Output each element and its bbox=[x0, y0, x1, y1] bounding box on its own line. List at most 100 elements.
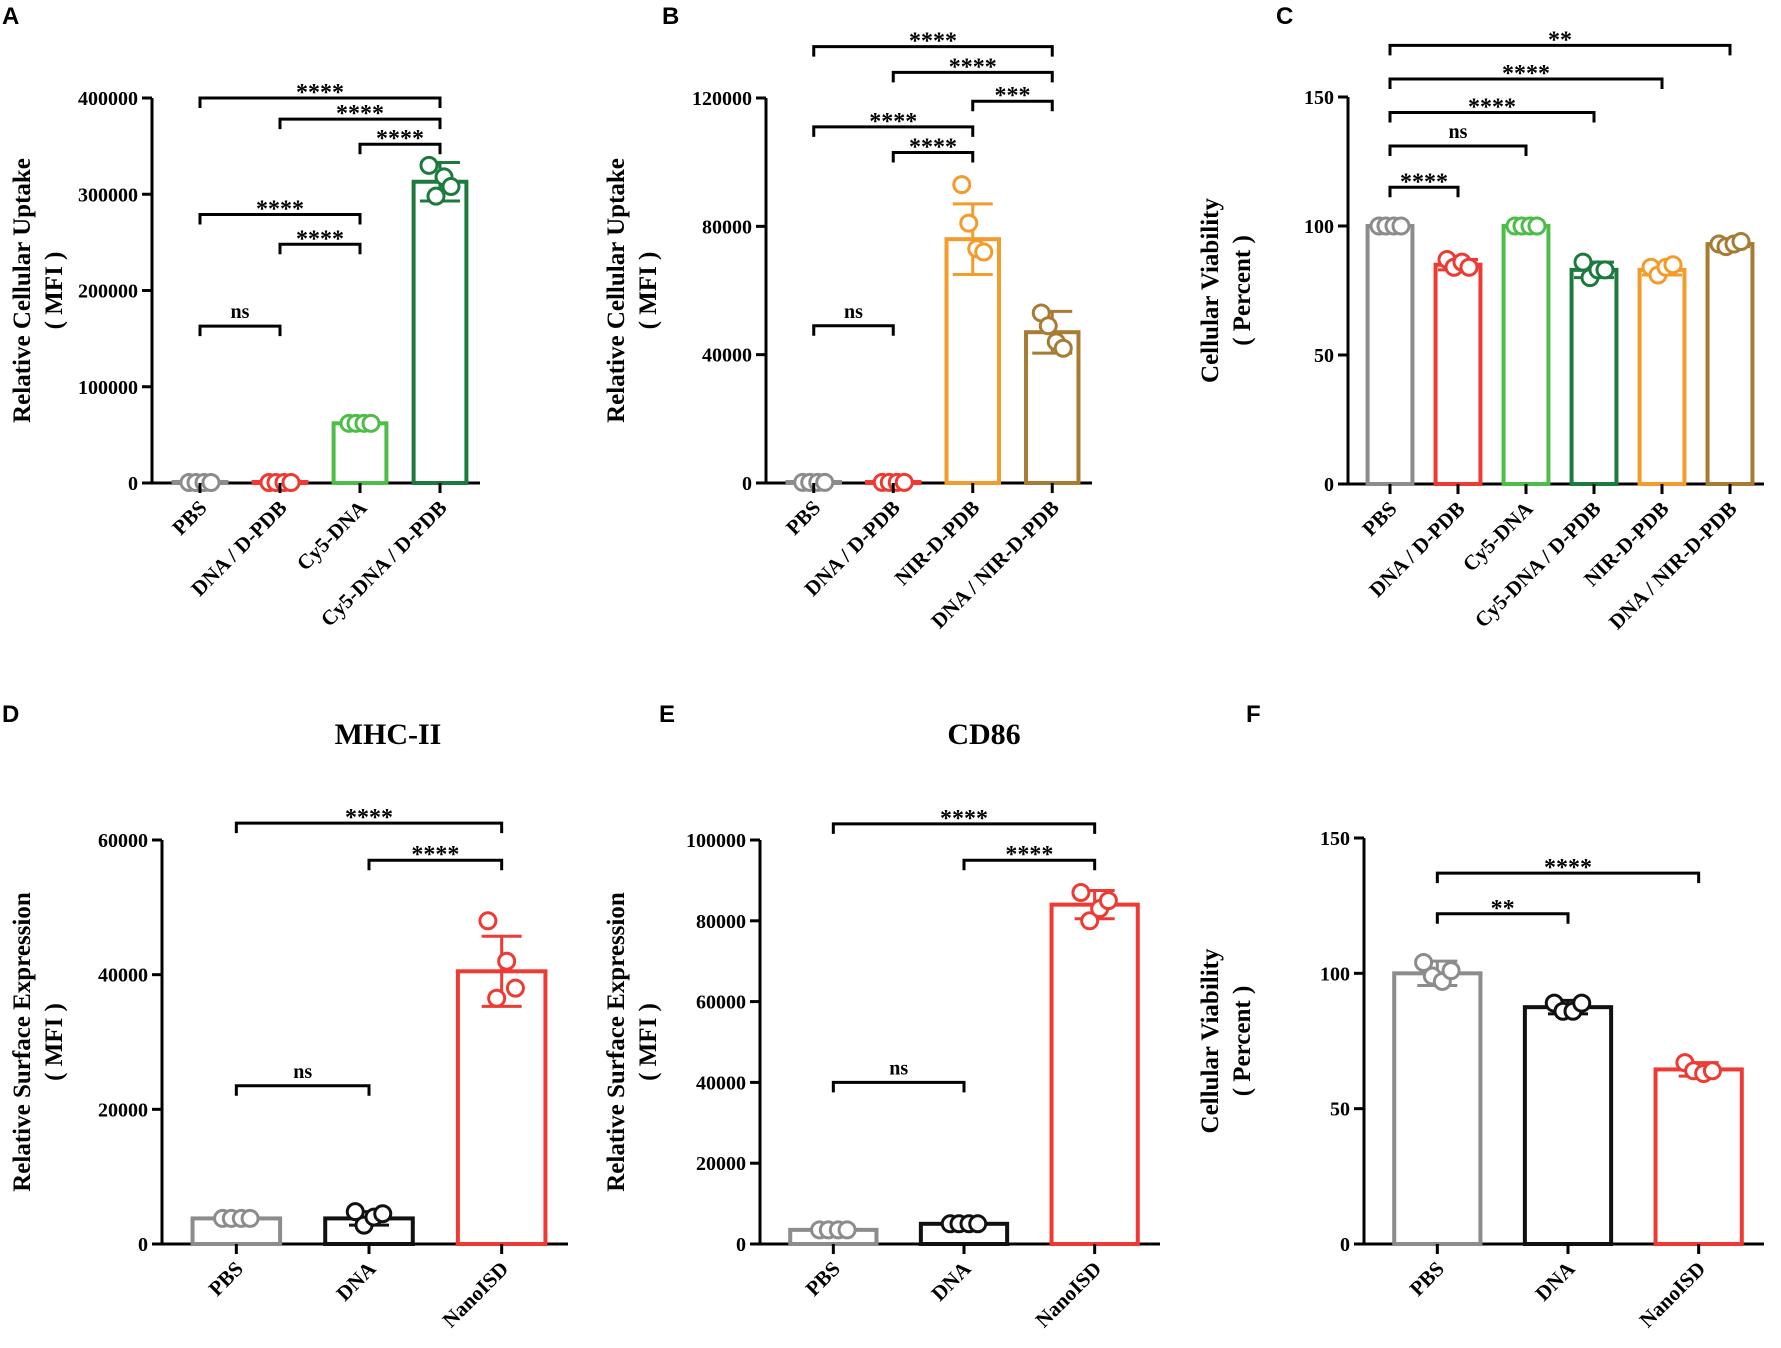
panel-f-y-tick-label: 50 bbox=[1330, 1099, 1350, 1121]
panel-b-significance-label: **** bbox=[949, 54, 997, 80]
panel-b-data-point bbox=[815, 472, 835, 492]
panel-f-y-axis-unit: ( Percent ) bbox=[1229, 986, 1256, 1097]
panel-e-significance-bracket: **** bbox=[831, 806, 1097, 834]
panel-b-data-point bbox=[974, 242, 994, 262]
panel-b-data-point bbox=[1053, 338, 1073, 358]
panel-d: D MHC-II 0 20000 40000 60000 Relative Surfac… bbox=[0, 674, 594, 1348]
panel-f-data-point bbox=[1414, 953, 1434, 973]
panel-c-data-point bbox=[1731, 231, 1751, 251]
panel-e-y-tick-label: 80000 bbox=[696, 911, 746, 933]
panel-c-y-tick-label: 0 bbox=[1324, 474, 1334, 496]
panel-d-significance-bracket: ns bbox=[234, 1061, 371, 1096]
panel-d-y-tick-label: 0 bbox=[138, 1234, 148, 1256]
panel-e-data-point bbox=[837, 1220, 857, 1240]
panel-a-y-tick-label: 100000 bbox=[78, 377, 138, 399]
panel-e-bracket-line bbox=[962, 858, 1097, 871]
panel-d-data-point bbox=[478, 911, 498, 931]
panel-c-category-label: PBS bbox=[1357, 497, 1401, 541]
panel-e-significance-bracket: **** bbox=[962, 842, 1097, 871]
panel-c-significance-bracket: **** bbox=[1388, 169, 1460, 198]
panel-b-y-axis-title: Relative Cellular Uptake bbox=[603, 158, 630, 423]
panel-b: B 0 40000 80000 120000 Relative Cellular Upt… bbox=[594, 0, 1188, 674]
panel-b-data-point bbox=[894, 472, 914, 492]
panel-d-bracket-line bbox=[234, 1084, 371, 1096]
panel-e-bracket-line bbox=[831, 1080, 966, 1093]
panel-d-title: MHC-II bbox=[335, 718, 442, 751]
panel-f-data-point bbox=[1441, 961, 1461, 981]
panel-d-y-tick-label: 20000 bbox=[98, 1099, 148, 1121]
panel-a-significance-label: ns bbox=[231, 301, 250, 323]
panel-e-y-axis-unit: ( MFI ) bbox=[635, 1003, 662, 1081]
panel-c-bar bbox=[1637, 267, 1687, 486]
panel-e-letter: E bbox=[659, 701, 675, 728]
panel-d-significance-bracket: **** bbox=[367, 842, 504, 871]
panel-b-significance-label: **** bbox=[909, 135, 957, 161]
panel-a-data-point bbox=[426, 186, 446, 206]
panel-c-y-tick-label: 50 bbox=[1314, 345, 1334, 367]
panel-c-significance-label: **** bbox=[1468, 94, 1516, 120]
panel-a-category-label: Cy5-DNA bbox=[292, 495, 372, 575]
panel-b-significance-label: ns bbox=[844, 301, 863, 323]
panel-f-bar bbox=[1653, 1067, 1744, 1247]
panel-e-bracket-line bbox=[831, 822, 1097, 834]
panel-a-significance-bracket: **** bbox=[358, 126, 442, 155]
panel-c-significance-bracket: ns bbox=[1388, 121, 1528, 157]
panel-d-significance-label: **** bbox=[345, 805, 393, 831]
panel-a-y-tick-label: 400000 bbox=[78, 88, 138, 110]
panel-e-bar bbox=[1049, 902, 1140, 1246]
panel-c-significance-bracket: **** bbox=[1388, 61, 1664, 89]
panel-a-significance-label: **** bbox=[376, 126, 424, 152]
panel-a-data-point bbox=[441, 177, 461, 197]
panel-e-y-tick-label: 100000 bbox=[686, 830, 746, 852]
panel-b-bracket-line bbox=[812, 125, 975, 137]
panel-d-bracket-line bbox=[234, 821, 504, 834]
panel-a-y-tick-label: 0 bbox=[128, 473, 138, 495]
panel-f-data-point bbox=[1572, 993, 1592, 1013]
panel-f-category-label: DNA bbox=[1530, 1256, 1580, 1306]
panel-f-significance-bracket: ** bbox=[1435, 896, 1570, 924]
panel-c-significance-bracket: ** bbox=[1388, 27, 1732, 56]
panel-f-letter: F bbox=[1246, 701, 1261, 728]
panel-e: E CD86 0 20000 40000 60000 80000 100000 Relati… bbox=[594, 674, 1188, 1348]
panel-b-bracket-line bbox=[812, 45, 1054, 57]
panel-e-y-axis-title: Relative Surface Expression bbox=[603, 892, 630, 1192]
panel-a-letter: A bbox=[2, 3, 19, 30]
panel-b-bracket-line bbox=[891, 151, 975, 163]
panel-f-data-point bbox=[1702, 1061, 1722, 1081]
panel-c-y-tick-label: 100 bbox=[1304, 216, 1334, 238]
panel-b-bracket-line bbox=[891, 70, 1054, 83]
panel-a-data-point bbox=[201, 473, 221, 493]
panel-b-bar bbox=[1024, 330, 1081, 486]
panel-a-category-label: PBS bbox=[167, 496, 211, 540]
panel-a-data-point bbox=[281, 473, 301, 493]
panel-b-data-point bbox=[952, 175, 972, 195]
panel-d-data-point bbox=[505, 978, 525, 998]
panel-d-svg: D MHC-II 0 20000 40000 60000 Relative Surfac… bbox=[2, 701, 568, 1332]
panel-a-data-point bbox=[419, 155, 439, 175]
panel-b-significance-label: **** bbox=[909, 29, 957, 55]
panel-b-significance-label: **** bbox=[869, 109, 917, 135]
panel-a-bar bbox=[411, 179, 469, 486]
panel-a-significance-bracket: **** bbox=[198, 80, 442, 108]
panel-c-bar bbox=[1365, 224, 1415, 486]
panel-c-data-point bbox=[1459, 257, 1479, 277]
panel-c: C 0 50 100 150 Cellular Viability( Percent )… bbox=[1188, 0, 1781, 674]
panel-e-category-label: DNA bbox=[926, 1256, 976, 1306]
panel-b-y-tick-label: 80000 bbox=[702, 216, 752, 238]
panel-b-significance-bracket: **** bbox=[891, 54, 1054, 83]
panel-a-bracket-line bbox=[198, 324, 282, 337]
panel-b-y-axis-unit: ( MFI ) bbox=[635, 252, 662, 330]
panel-c-significance-bracket: **** bbox=[1388, 94, 1596, 123]
panel-d-data-point bbox=[240, 1208, 260, 1228]
panel-d-data-point bbox=[487, 988, 507, 1008]
panel-d-category-label: PBS bbox=[204, 1257, 248, 1301]
panel-e-title: CD86 bbox=[947, 718, 1020, 751]
panel-b-svg: B 0 40000 80000 120000 Relative Cellular Upt… bbox=[603, 3, 1092, 633]
panel-c-bar bbox=[1569, 267, 1619, 486]
panel-e-y-tick-label: 40000 bbox=[696, 1072, 746, 1094]
panel-e-category-label: NanoISD bbox=[1031, 1257, 1107, 1333]
panel-a-bracket-line bbox=[198, 96, 442, 108]
panel-e-y-tick-label: 60000 bbox=[696, 992, 746, 1014]
panel-e-significance-label: ns bbox=[889, 1057, 908, 1079]
panel-a-y-tick-label: 300000 bbox=[78, 184, 138, 206]
